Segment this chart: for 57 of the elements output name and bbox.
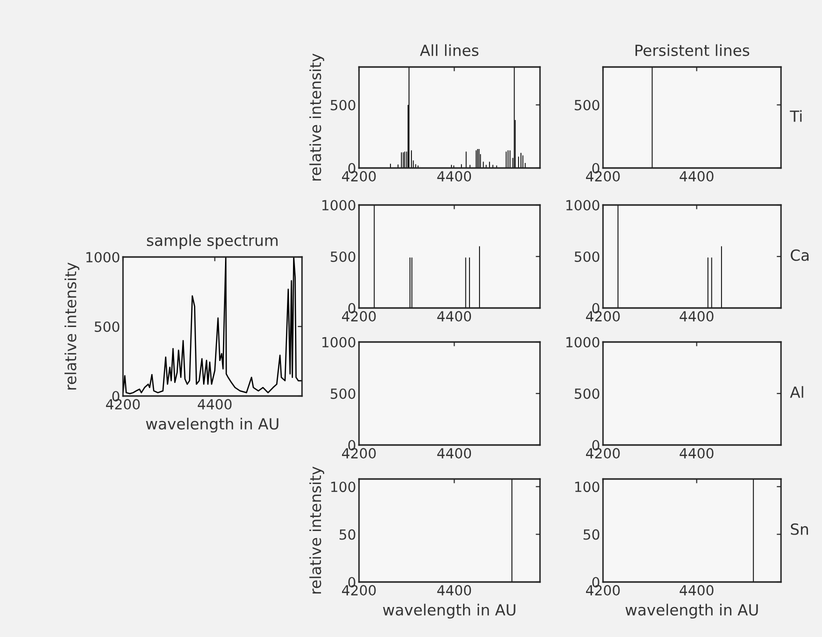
y-tick-label: 500 (574, 251, 600, 262)
y-tick-label: 500 (330, 251, 356, 262)
x-tick-label: 4400 (680, 311, 714, 322)
y-axis-title: relative intensity (64, 262, 80, 390)
x-tick-label: 4400 (437, 311, 472, 322)
x-tick-label: 4200 (342, 585, 376, 596)
x-tick-label: 4200 (342, 171, 376, 182)
x-tick-label: 4400 (437, 171, 472, 182)
y-tick-label: 500 (574, 388, 600, 399)
y-tick-label: 1000 (322, 200, 356, 210)
x-axis-title: wavelength in AU (626, 604, 758, 619)
y-axis-title: relative intensity (309, 54, 324, 180)
text: Ti (790, 110, 802, 122)
y-tick-label: 50 (340, 529, 356, 540)
y-tick-label: 500 (330, 388, 356, 399)
y-tick-label: 100 (575, 482, 600, 492)
y-tick-label: 1000 (566, 336, 600, 348)
x-tick-label: 4200 (342, 311, 376, 322)
x-axis-title: wavelength in AU (146, 418, 278, 433)
y-tick-label: 0 (348, 576, 356, 588)
y-tick-label: 1000 (86, 252, 120, 262)
y-tick-label: 500 (574, 100, 600, 110)
y-axis-title: relative intensity (309, 466, 324, 594)
y-tick-label: 100 (331, 482, 356, 492)
x-tick-label: 4400 (437, 448, 472, 459)
x-tick-label: 4400 (198, 399, 232, 410)
text: Ca (790, 249, 809, 261)
x-tick-label: 4200 (342, 448, 376, 459)
x-tick-label: 4200 (586, 585, 620, 596)
x-tick-label: 4400 (680, 171, 714, 182)
y-tick-label: 500 (330, 100, 356, 110)
y-tick-label: 500 (94, 321, 120, 332)
text: Sn (790, 523, 808, 535)
x-tick-label: 4400 (680, 448, 714, 459)
chart-title: All lines (420, 44, 478, 56)
x-tick-label: 4200 (586, 171, 620, 182)
text: Al (790, 386, 804, 398)
line-series (123, 257, 302, 394)
y-tick-label: 0 (592, 162, 600, 174)
y-tick-label: 1000 (322, 336, 356, 348)
x-tick-label: 4400 (680, 585, 714, 596)
chart-title: sample spectrum (146, 234, 278, 250)
y-tick-label: 0 (348, 302, 356, 314)
x-tick-label: 4200 (586, 311, 620, 322)
x-tick-label: 4200 (586, 448, 620, 459)
y-tick-label: 0 (348, 440, 356, 450)
x-tick-label: 4200 (106, 399, 140, 410)
y-tick-label: 0 (348, 162, 356, 174)
x-tick-label: 4400 (437, 585, 472, 596)
y-tick-label: 0 (592, 302, 600, 314)
x-axis-title: wavelength in AU (383, 604, 516, 619)
y-tick-label: 0 (592, 576, 600, 588)
y-tick-label: 0 (592, 440, 600, 450)
y-tick-label: 1000 (566, 200, 600, 210)
y-tick-label: 50 (584, 529, 600, 540)
y-tick-label: 0 (112, 390, 120, 402)
chart-title: Persistent lines (636, 44, 750, 56)
